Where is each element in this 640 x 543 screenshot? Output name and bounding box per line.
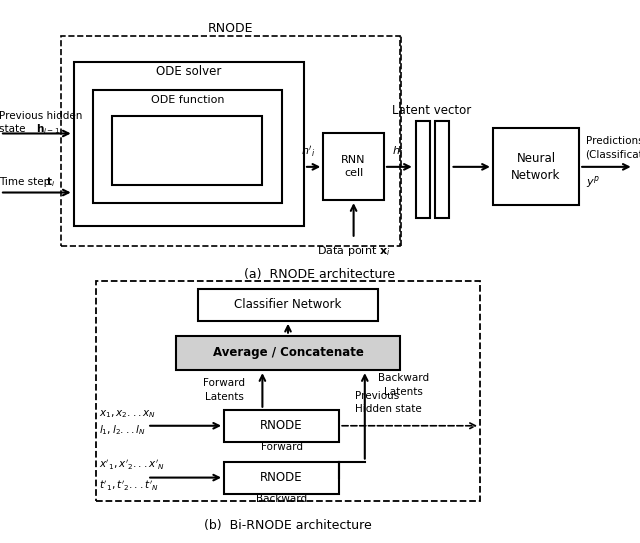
Text: $h_i$: $h_i$ (392, 144, 404, 159)
Text: $\mathbf{t}_i$: $\mathbf{t}_i$ (46, 175, 55, 189)
Text: (b)  Bi-RNODE architecture: (b) Bi-RNODE architecture (204, 519, 372, 532)
Text: $x_1, x_2... x_N$: $x_1, x_2... x_N$ (99, 408, 156, 420)
FancyBboxPatch shape (435, 121, 449, 218)
FancyBboxPatch shape (198, 289, 378, 321)
FancyBboxPatch shape (61, 36, 400, 247)
Text: Neural
Network: Neural Network (511, 152, 561, 182)
FancyBboxPatch shape (176, 336, 400, 370)
FancyBboxPatch shape (112, 116, 262, 185)
Text: Data point $\mathbf{x}_i$: Data point $\mathbf{x}_i$ (317, 243, 390, 257)
FancyBboxPatch shape (493, 128, 579, 205)
Text: Time step: Time step (0, 177, 53, 187)
Text: $l_1, l_2... l_N$: $l_1, l_2... l_N$ (99, 424, 146, 437)
FancyBboxPatch shape (74, 61, 304, 226)
Text: Previous
Hidden state: Previous Hidden state (355, 391, 422, 414)
Text: (Classification): (Classification) (586, 149, 640, 159)
Text: $h'_i$: $h'_i$ (301, 144, 316, 159)
Text: (a)  RNODE architecture: (a) RNODE architecture (244, 268, 396, 281)
FancyBboxPatch shape (93, 90, 282, 203)
Text: RNODE: RNODE (207, 22, 253, 35)
FancyBboxPatch shape (224, 410, 339, 442)
Text: ODE function: ODE function (151, 95, 224, 105)
Text: Classifier Network: Classifier Network (234, 298, 342, 311)
Text: $x'_1, x'_2... x'_N$: $x'_1, x'_2... x'_N$ (99, 458, 165, 472)
Text: Neural
Network: Neural Network (164, 138, 211, 162)
Text: RNODE: RNODE (260, 419, 303, 432)
Text: state: state (0, 124, 28, 134)
Text: Previous hidden: Previous hidden (0, 111, 82, 121)
Text: Forward: Forward (260, 442, 303, 452)
Text: Backward
Latents: Backward Latents (378, 374, 429, 396)
Text: Average / Concatenate: Average / Concatenate (212, 346, 364, 359)
FancyBboxPatch shape (96, 281, 480, 501)
FancyBboxPatch shape (224, 462, 339, 494)
Text: Backward: Backward (256, 494, 307, 504)
Text: $\mathbf{h}_{i-1}$: $\mathbf{h}_{i-1}$ (36, 123, 60, 136)
Text: RNODE: RNODE (260, 471, 303, 484)
Text: ODE solver: ODE solver (156, 65, 221, 78)
Text: $y^p$: $y^p$ (586, 174, 600, 190)
FancyBboxPatch shape (416, 121, 430, 218)
Text: Predictions: Predictions (586, 136, 640, 146)
Text: $t'_1, t'_2... t'_N$: $t'_1, t'_2... t'_N$ (99, 479, 159, 494)
Text: Latent vector: Latent vector (392, 104, 472, 117)
Text: Forward
Latents: Forward Latents (203, 378, 245, 402)
Text: RNN
cell: RNN cell (341, 155, 366, 179)
FancyBboxPatch shape (323, 134, 384, 200)
